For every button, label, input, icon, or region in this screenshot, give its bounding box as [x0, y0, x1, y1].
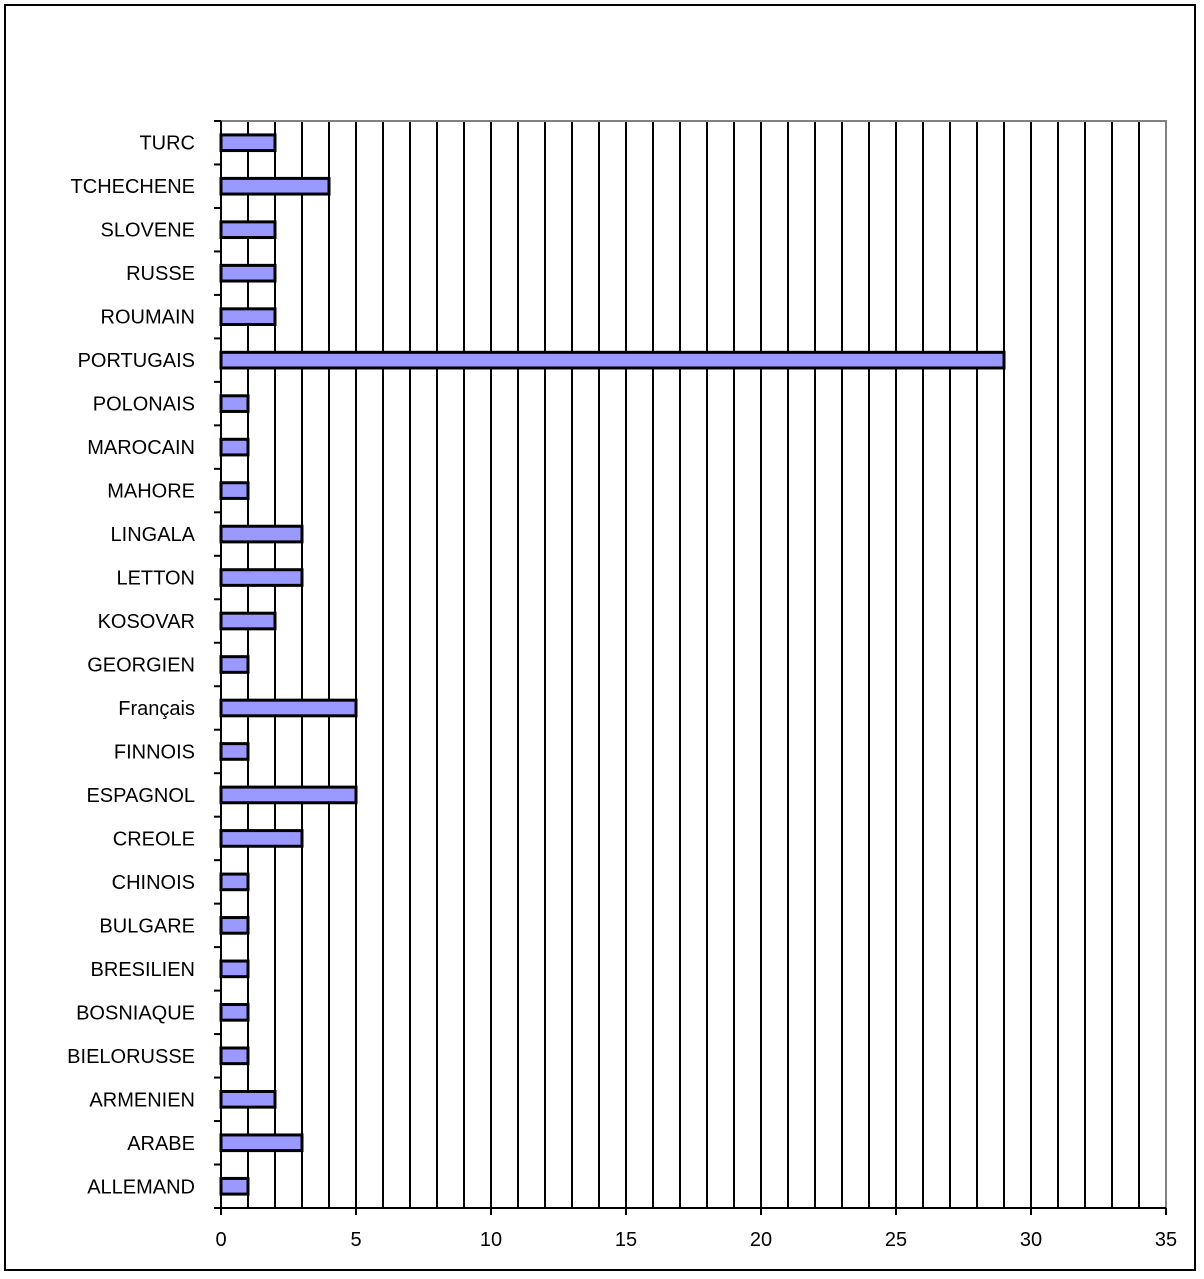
category-label: SLOVENE [101, 220, 195, 242]
bar-bresilien [219, 959, 250, 979]
bar-mahore [219, 481, 250, 500]
category-label: BIELORUSSE [67, 1046, 195, 1068]
category-label: ARMENIEN [89, 1089, 195, 1111]
bar-bosniaque [219, 1003, 250, 1022]
category-label: RUSSE [126, 263, 195, 285]
bar-georgien [219, 655, 250, 674]
x-tick-label: 0 [215, 1229, 226, 1251]
bar-finnois [219, 742, 250, 761]
bar-roumain [219, 307, 277, 326]
category-label: CREOLE [113, 828, 195, 850]
bar-lingala [219, 524, 304, 544]
category-label: PORTUGAIS [78, 350, 195, 372]
category-label: BRESILIEN [91, 959, 195, 981]
category-label: LETTON [116, 568, 195, 590]
category-label: Français [118, 698, 195, 720]
bar-portugais [219, 350, 1006, 370]
bar-polonais [219, 394, 250, 413]
category-label: LINGALA [111, 524, 196, 546]
bar-letton [219, 568, 304, 587]
category-label: ESPAGNOL [86, 785, 195, 807]
bar-slovene [219, 220, 277, 240]
category-labels: ALLEMAND ARABE ARMENIEN BIELORUSSE BOSNIAQUE… [67, 133, 195, 1199]
x-tick-label: 25 [885, 1229, 907, 1251]
x-tick-label: 30 [1020, 1229, 1042, 1251]
x-tick-label: 5 [350, 1229, 361, 1251]
x-tick-labels: 0 5 10 15 20 25 30 35 [215, 1229, 1177, 1251]
bar-bielorusse [219, 1046, 250, 1066]
category-label: TCHECHENE [71, 176, 195, 198]
bars [219, 133, 1006, 1196]
x-tick-label: 15 [615, 1229, 637, 1251]
bar-turc [219, 133, 277, 153]
plot-area-border [220, 120, 1167, 1209]
bar-arabe [219, 1133, 304, 1153]
bar-kosovar [219, 611, 277, 631]
x-tick-label: 20 [750, 1229, 772, 1251]
bar-bulgare [219, 916, 250, 935]
bar-creole [219, 829, 304, 848]
bar-allemand [219, 1176, 250, 1196]
category-label: ROUMAIN [101, 307, 195, 329]
x-tick-label: 35 [1155, 1229, 1177, 1251]
category-label: TURC [139, 133, 195, 155]
bar-espagnol [219, 785, 358, 805]
category-label: GEORGIEN [87, 655, 195, 677]
bar-armenien [219, 1089, 277, 1109]
category-label: CHINOIS [112, 872, 195, 894]
bar-tchechene [219, 176, 331, 196]
category-label: MAHORE [107, 481, 195, 503]
grid-lines [247, 121, 1167, 1208]
category-label: ALLEMAND [87, 1176, 195, 1198]
bar-français [219, 698, 358, 718]
bar-chinois [219, 872, 250, 892]
axes [214, 120, 1167, 1215]
category-label: FINNOIS [114, 741, 195, 763]
category-label: ARABE [127, 1133, 195, 1155]
category-label: KOSOVAR [98, 611, 195, 633]
category-label: BULGARE [99, 915, 195, 937]
category-label: POLONAIS [93, 394, 195, 416]
category-label: MAROCAIN [87, 437, 195, 459]
bar-russe [219, 263, 277, 283]
x-tick-label: 10 [480, 1229, 502, 1251]
bar-marocain [219, 437, 250, 457]
category-label: BOSNIAQUE [76, 1002, 195, 1024]
